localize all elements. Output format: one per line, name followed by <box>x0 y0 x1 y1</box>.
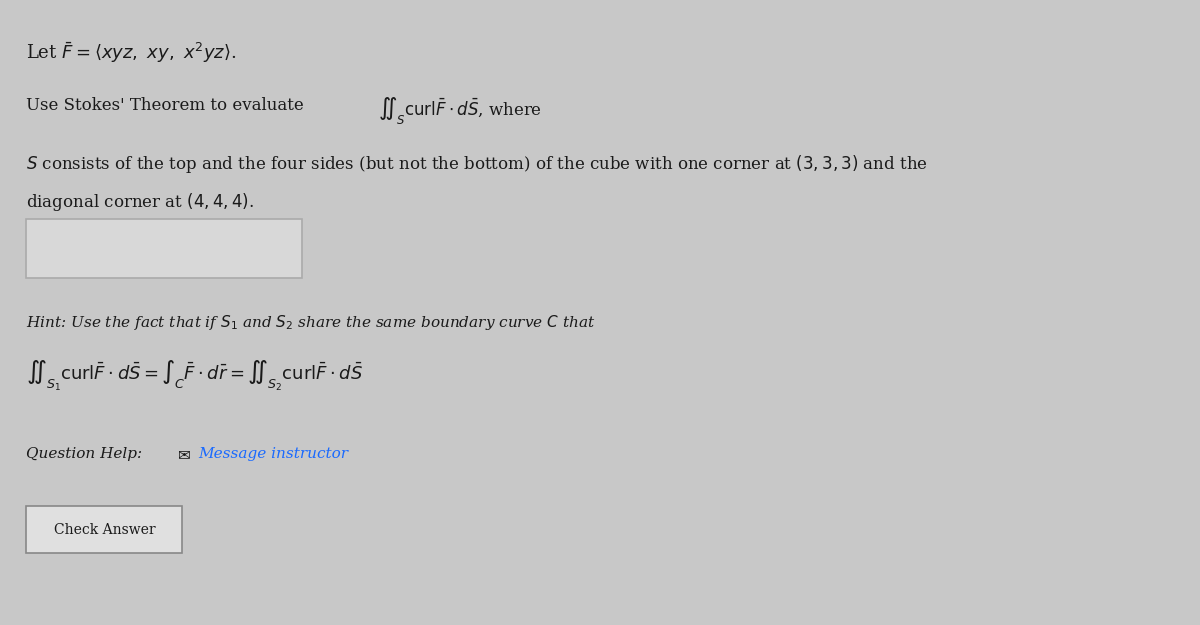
FancyBboxPatch shape <box>26 506 182 553</box>
Text: Check Answer: Check Answer <box>54 522 155 537</box>
Text: $\iint_S \mathrm{curl}\bar{F} \cdot d\bar{S}$, where: $\iint_S \mathrm{curl}\bar{F} \cdot d\ba… <box>378 95 542 126</box>
Text: Let $\bar{F} = \langle xyz,\ xy,\ x^2yz \rangle$.: Let $\bar{F} = \langle xyz,\ xy,\ x^2yz … <box>26 41 236 65</box>
Text: Use Stokes' Theorem to evaluate: Use Stokes' Theorem to evaluate <box>26 97 304 114</box>
Text: Hint: Use the fact that if $S_1$ and $S_2$ share the same boundary curve $C$ tha: Hint: Use the fact that if $S_1$ and $S_… <box>26 312 596 331</box>
Text: Question Help:: Question Help: <box>26 447 148 461</box>
FancyBboxPatch shape <box>26 219 302 278</box>
Text: diagonal corner at $(4,4,4)$.: diagonal corner at $(4,4,4)$. <box>26 191 254 213</box>
Text: ✉: ✉ <box>178 447 191 462</box>
Text: $\iint_{S_1} \mathrm{curl}\bar{F} \cdot d\bar{S} = \int_C \bar{F} \cdot d\bar{r}: $\iint_{S_1} \mathrm{curl}\bar{F} \cdot … <box>26 359 364 394</box>
Text: Message instructor: Message instructor <box>198 447 348 461</box>
Text: $S$ consists of the top and the four sides (but not the bottom) of the cube with: $S$ consists of the top and the four sid… <box>26 153 929 175</box>
